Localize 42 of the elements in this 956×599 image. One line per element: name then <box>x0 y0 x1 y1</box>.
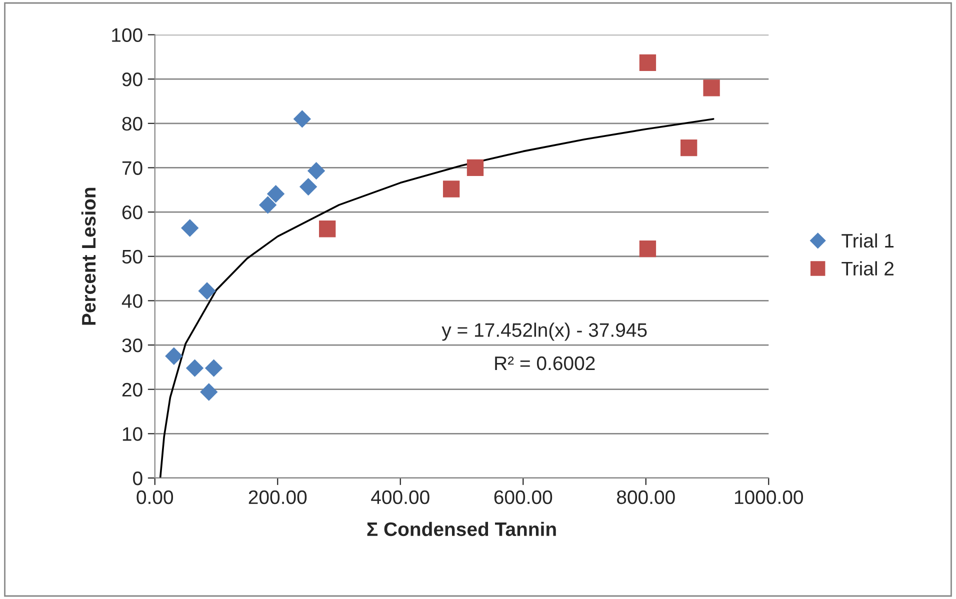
y-tick-label: 0 <box>133 471 142 486</box>
point <box>266 185 285 203</box>
line-series <box>159 118 714 478</box>
y-tick-label: 40 <box>122 294 142 308</box>
point <box>204 359 223 377</box>
y-axis-title: Percent Lesion <box>81 188 96 325</box>
point <box>466 159 484 176</box>
point <box>639 240 656 258</box>
point <box>680 139 698 156</box>
point <box>258 196 277 214</box>
legend-label: Trial 1 <box>842 233 894 248</box>
point <box>165 347 183 365</box>
y-tick-label: 20 <box>122 382 142 397</box>
point <box>198 282 216 300</box>
legend-label: Trial 2 <box>842 261 894 276</box>
y-tick-label: 80 <box>122 116 142 131</box>
point <box>186 359 204 377</box>
x-tick-label: 400.00 <box>371 490 430 504</box>
y-tick-label: 90 <box>122 72 142 86</box>
point <box>200 383 218 401</box>
x-axis-title: Σ Condensed Tannin <box>367 522 556 536</box>
x-tick-label: 0.00 <box>136 490 174 504</box>
point <box>181 219 199 237</box>
x-tick-label: 600.00 <box>494 490 552 504</box>
point <box>299 178 318 196</box>
point <box>307 162 326 180</box>
point <box>293 110 312 128</box>
y-tick-label: 60 <box>122 206 142 220</box>
annotation: y = 17.452ln(x) - 37.945 <box>442 322 647 341</box>
y-tick-label: 10 <box>122 427 142 441</box>
point <box>639 54 656 71</box>
point <box>703 80 720 96</box>
y-tick-label: 100 <box>112 28 142 42</box>
point <box>442 180 460 198</box>
y-tick-label: 50 <box>122 250 142 264</box>
y-tick-label: 70 <box>122 161 142 175</box>
y-tick-label: 30 <box>122 338 142 352</box>
annotation: R² = 0.6002 <box>495 356 595 370</box>
x-tick-label: 200.00 <box>248 490 307 504</box>
x-tick-label: 800.00 <box>616 490 675 504</box>
point <box>319 220 336 238</box>
x-tick-label: 1000.00 <box>734 490 804 504</box>
